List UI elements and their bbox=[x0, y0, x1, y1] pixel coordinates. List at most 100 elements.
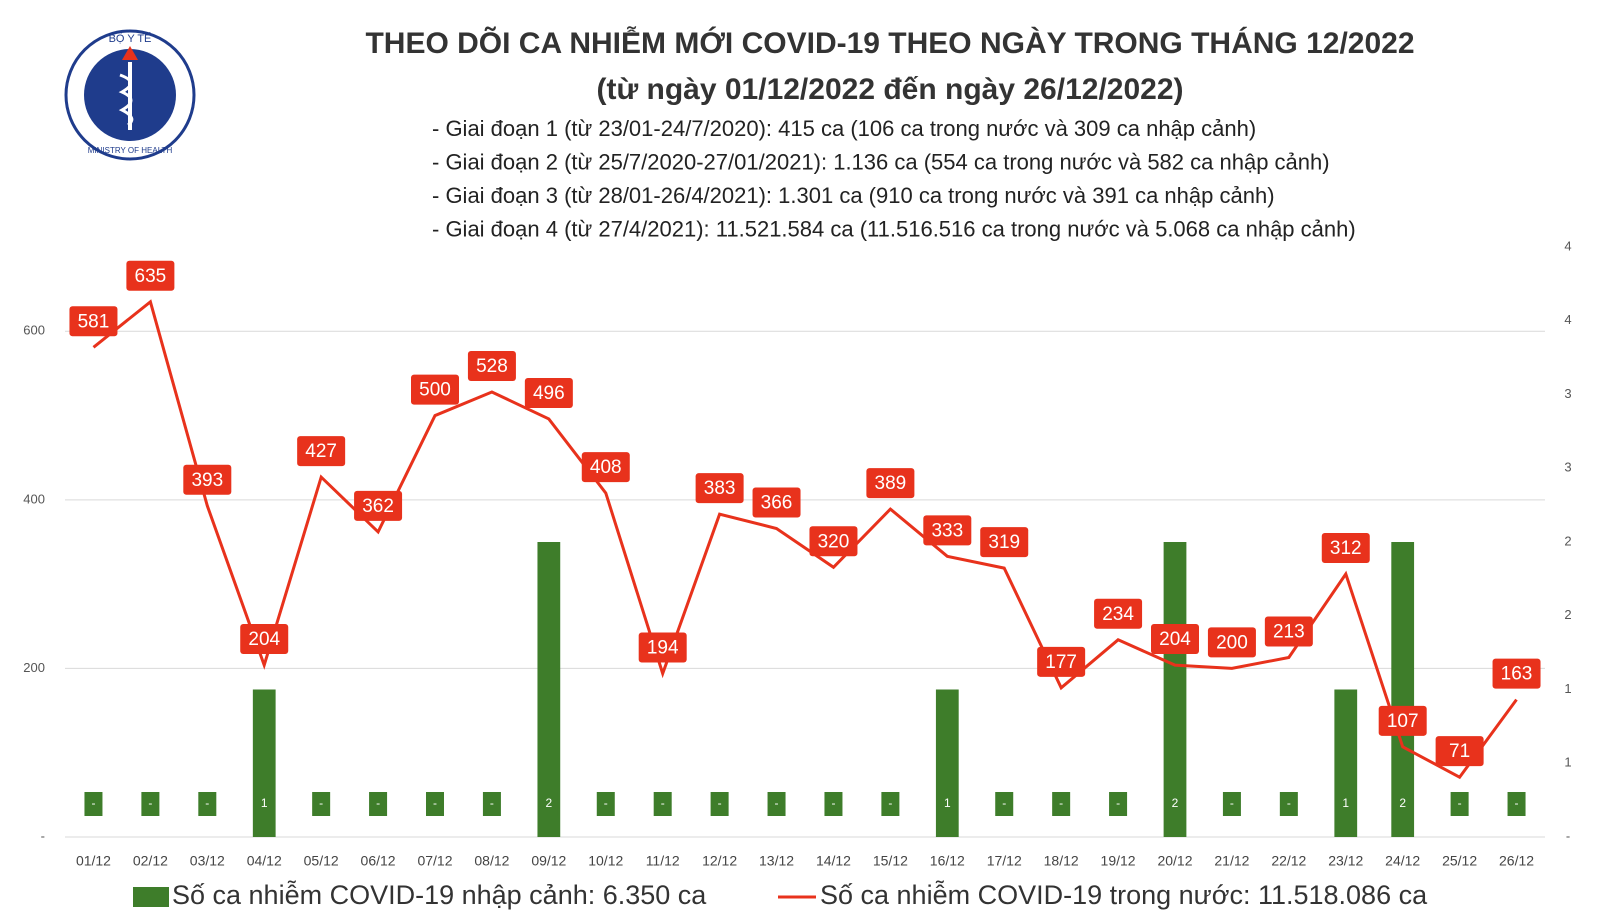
data-label-box bbox=[1435, 736, 1484, 767]
x-tick-label: 04/12 bbox=[247, 853, 282, 869]
data-label-box bbox=[354, 490, 403, 521]
y2-tick-label: - bbox=[1566, 828, 1570, 843]
bar-label-box bbox=[653, 792, 672, 816]
data-label-box bbox=[1264, 616, 1313, 647]
bar-label-box bbox=[539, 792, 558, 816]
data-label: 163 bbox=[1501, 664, 1533, 685]
bar-label: - bbox=[490, 796, 494, 810]
data-label-box bbox=[240, 624, 289, 655]
bar-label-box bbox=[1336, 792, 1355, 816]
bar-label-box bbox=[938, 792, 957, 816]
bar-label: 1 bbox=[944, 796, 951, 810]
data-label: 408 bbox=[590, 457, 622, 478]
logo-top: BỘ Y TẾ bbox=[109, 32, 152, 45]
bar-label: - bbox=[205, 796, 209, 810]
bar-label-box bbox=[1450, 792, 1469, 816]
x-tick-label: 11/12 bbox=[646, 853, 680, 869]
bar bbox=[1163, 542, 1187, 837]
bar-label-box bbox=[710, 792, 729, 816]
bar-label: - bbox=[604, 796, 608, 810]
bar-label: - bbox=[1116, 796, 1120, 810]
bar-label: - bbox=[148, 796, 152, 810]
y2-tick-label: 3 bbox=[1564, 386, 1571, 401]
data-label-box bbox=[1037, 646, 1086, 677]
data-label: 194 bbox=[647, 638, 679, 659]
bar-label-box bbox=[1279, 792, 1298, 816]
bar-label: - bbox=[831, 796, 835, 810]
data-label: 581 bbox=[78, 311, 110, 332]
data-label: 71 bbox=[1449, 741, 1470, 762]
bar-label: - bbox=[91, 796, 95, 810]
x-tick-label: 08/12 bbox=[474, 853, 509, 869]
data-label-box bbox=[866, 468, 915, 499]
logo-star bbox=[122, 46, 138, 60]
line bbox=[92, 299, 1518, 780]
x-tick-label: 05/12 bbox=[304, 853, 339, 869]
x-tick-label: 21/12 bbox=[1214, 853, 1249, 869]
data-label: 213 bbox=[1273, 621, 1305, 642]
data-label: 200 bbox=[1216, 632, 1248, 653]
x-tick-label: 23/12 bbox=[1328, 853, 1363, 869]
data-label: 635 bbox=[135, 266, 167, 287]
data-label: 333 bbox=[931, 520, 963, 541]
bar-label: - bbox=[1002, 796, 1006, 810]
data-label-box bbox=[1492, 658, 1541, 689]
bar-label-box bbox=[1109, 792, 1128, 816]
data-label-box bbox=[638, 632, 687, 663]
chart-subtitle: (từ ngày 01/12/2022 đến ngày 26/12/2022) bbox=[596, 73, 1183, 106]
y2-tick-label: 4 bbox=[1564, 238, 1571, 253]
y-tick-label: 200 bbox=[23, 660, 45, 675]
bar-label-box bbox=[482, 792, 501, 816]
bar-label: 2 bbox=[1172, 796, 1179, 810]
logo: BỘ Y TẾ MINISTRY OF HEALTH bbox=[64, 29, 196, 161]
data-label-box bbox=[183, 464, 232, 495]
data-label: 312 bbox=[1330, 538, 1362, 559]
y-tick-label: 600 bbox=[23, 323, 45, 338]
data-label: 383 bbox=[704, 478, 736, 499]
data-label: 177 bbox=[1045, 652, 1077, 673]
data-label: 496 bbox=[533, 383, 565, 404]
bar-label: 1 bbox=[261, 796, 268, 810]
legend-label: Số ca nhiễm COVID-19 nhập cảnh: 6.350 ca bbox=[172, 879, 707, 910]
y-tick-label: - bbox=[41, 828, 45, 843]
bar-label: - bbox=[1458, 796, 1462, 810]
data-label: 234 bbox=[1102, 604, 1134, 625]
data-label-box bbox=[752, 487, 801, 518]
data-label-box bbox=[695, 473, 744, 504]
bar-label-box bbox=[824, 792, 843, 816]
data-label: 427 bbox=[305, 441, 337, 462]
data-label: 393 bbox=[191, 470, 223, 491]
data-label: 204 bbox=[1159, 629, 1191, 650]
x-tick-label: 06/12 bbox=[361, 853, 396, 869]
logo-bottom: MINISTRY OF HEALTH bbox=[88, 146, 173, 155]
data-label: 362 bbox=[362, 496, 394, 517]
data-label: 319 bbox=[988, 532, 1020, 553]
data-label: 204 bbox=[248, 629, 280, 650]
bar-label-box bbox=[1052, 792, 1071, 816]
note: - Giai đoạn 3 (từ 28/01-26/4/2021): 1.30… bbox=[432, 183, 1275, 208]
data-label: 500 bbox=[419, 380, 451, 401]
bar-label-box bbox=[141, 792, 160, 816]
x-tick-label: 20/12 bbox=[1157, 853, 1192, 869]
chart-title: THEO DÕI CA NHIỄM MỚI COVID-19 THEO NGÀY… bbox=[365, 26, 1414, 60]
x-tick-label: 24/12 bbox=[1385, 853, 1420, 869]
x-tick-label: 03/12 bbox=[190, 853, 225, 869]
y-tick-label: 400 bbox=[23, 491, 45, 506]
bar-label: - bbox=[775, 796, 779, 810]
bar-label: 2 bbox=[546, 796, 553, 810]
x-tick-label: 17/12 bbox=[987, 853, 1022, 869]
y2-tick-label: 2 bbox=[1564, 533, 1571, 548]
x-tick-label: 09/12 bbox=[531, 853, 566, 869]
x-tick-label: 13/12 bbox=[759, 853, 794, 869]
bar-label-box bbox=[426, 792, 444, 816]
x-tick-label: 02/12 bbox=[133, 853, 168, 869]
bar-label: 1 bbox=[1342, 796, 1349, 810]
note: - Giai đoạn 4 (từ 27/4/2021): 11.521.584… bbox=[432, 216, 1356, 241]
bar-label: 2 bbox=[1399, 796, 1406, 810]
data-label: 528 bbox=[476, 356, 508, 377]
data-label: 107 bbox=[1387, 711, 1419, 732]
data-label-box bbox=[581, 452, 630, 483]
legend-label: Số ca nhiễm COVID-19 trong nước: 11.518.… bbox=[820, 879, 1428, 910]
bar-label: - bbox=[376, 796, 380, 810]
